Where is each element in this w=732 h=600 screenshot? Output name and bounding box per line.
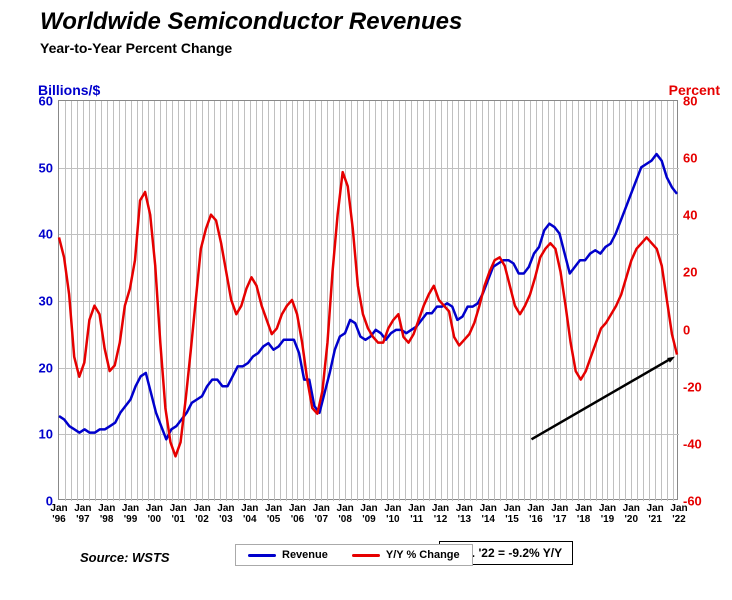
y1-tick-label: 20 <box>39 360 53 375</box>
y2-tick-label: 80 <box>683 94 697 109</box>
legend: Revenue Y/Y % Change <box>235 544 473 566</box>
y2-tick-label: -20 <box>683 379 702 394</box>
x-tick-label: Jan'07 <box>313 503 330 525</box>
x-tick-label: Jan'04 <box>241 503 258 525</box>
y1-tick-label: 30 <box>39 294 53 309</box>
x-tick-label: Jan'20 <box>623 503 640 525</box>
legend-swatch-revenue <box>248 554 276 557</box>
legend-swatch-yoy <box>352 554 380 557</box>
x-tick-label: Jan'21 <box>647 503 664 525</box>
y2-tick-label: -40 <box>683 436 702 451</box>
y2-tick-label: 40 <box>683 208 697 223</box>
legend-item-yoy: Y/Y % Change <box>352 549 460 561</box>
x-tick-label: Jan'05 <box>265 503 282 525</box>
series-revenue <box>59 154 677 439</box>
x-tick-label: Jan'02 <box>193 503 210 525</box>
y1-tick-label: 0 <box>46 494 53 509</box>
legend-label-yoy: Y/Y % Change <box>386 549 460 561</box>
y1-tick-label: 60 <box>39 94 53 109</box>
x-tick-label: Jan'03 <box>217 503 234 525</box>
x-tick-label: Jan'12 <box>432 503 449 525</box>
x-tick-label: Jan'11 <box>408 503 425 525</box>
plot-area: Nov. '22 = -9.2% Y/Y Jan'96Jan'97Jan'98J… <box>58 100 678 500</box>
x-tick-label: Jan'06 <box>289 503 306 525</box>
x-tick-label: Jan'10 <box>384 503 401 525</box>
x-tick-label: Jan'98 <box>98 503 115 525</box>
series-yoy <box>59 172 677 456</box>
x-tick-label: Jan'17 <box>551 503 568 525</box>
annotation-arrow <box>531 357 675 440</box>
x-tick-label: Jan'13 <box>456 503 473 525</box>
y1-tick-label: 10 <box>39 427 53 442</box>
x-tick-label: Jan'08 <box>337 503 354 525</box>
source-text: Source: WSTS <box>80 550 170 565</box>
y1-tick-label: 50 <box>39 160 53 175</box>
y2-tick-label: 20 <box>683 265 697 280</box>
chart-subtitle: Year-to-Year Percent Change <box>40 40 232 56</box>
x-tick-label: Jan'16 <box>527 503 544 525</box>
x-tick-label: Jan'00 <box>146 503 163 525</box>
x-tick-label: Jan'18 <box>575 503 592 525</box>
x-tick-label: Jan'15 <box>503 503 520 525</box>
y2-tick-label: -60 <box>683 494 702 509</box>
x-tick-label: Jan'97 <box>74 503 91 525</box>
chart-svg <box>59 101 677 499</box>
chart-title: Worldwide Semiconductor Revenues <box>40 8 462 36</box>
x-tick-label: Jan'09 <box>360 503 377 525</box>
x-tick-label: Jan'01 <box>170 503 187 525</box>
x-tick-label: Jan'14 <box>480 503 497 525</box>
x-tick-label: Jan'99 <box>122 503 139 525</box>
legend-label-revenue: Revenue <box>282 549 328 561</box>
legend-item-revenue: Revenue <box>248 549 328 561</box>
x-tick-label: Jan'19 <box>599 503 616 525</box>
y2-tick-label: 0 <box>683 322 690 337</box>
y1-tick-label: 40 <box>39 227 53 242</box>
y2-tick-label: 60 <box>683 151 697 166</box>
